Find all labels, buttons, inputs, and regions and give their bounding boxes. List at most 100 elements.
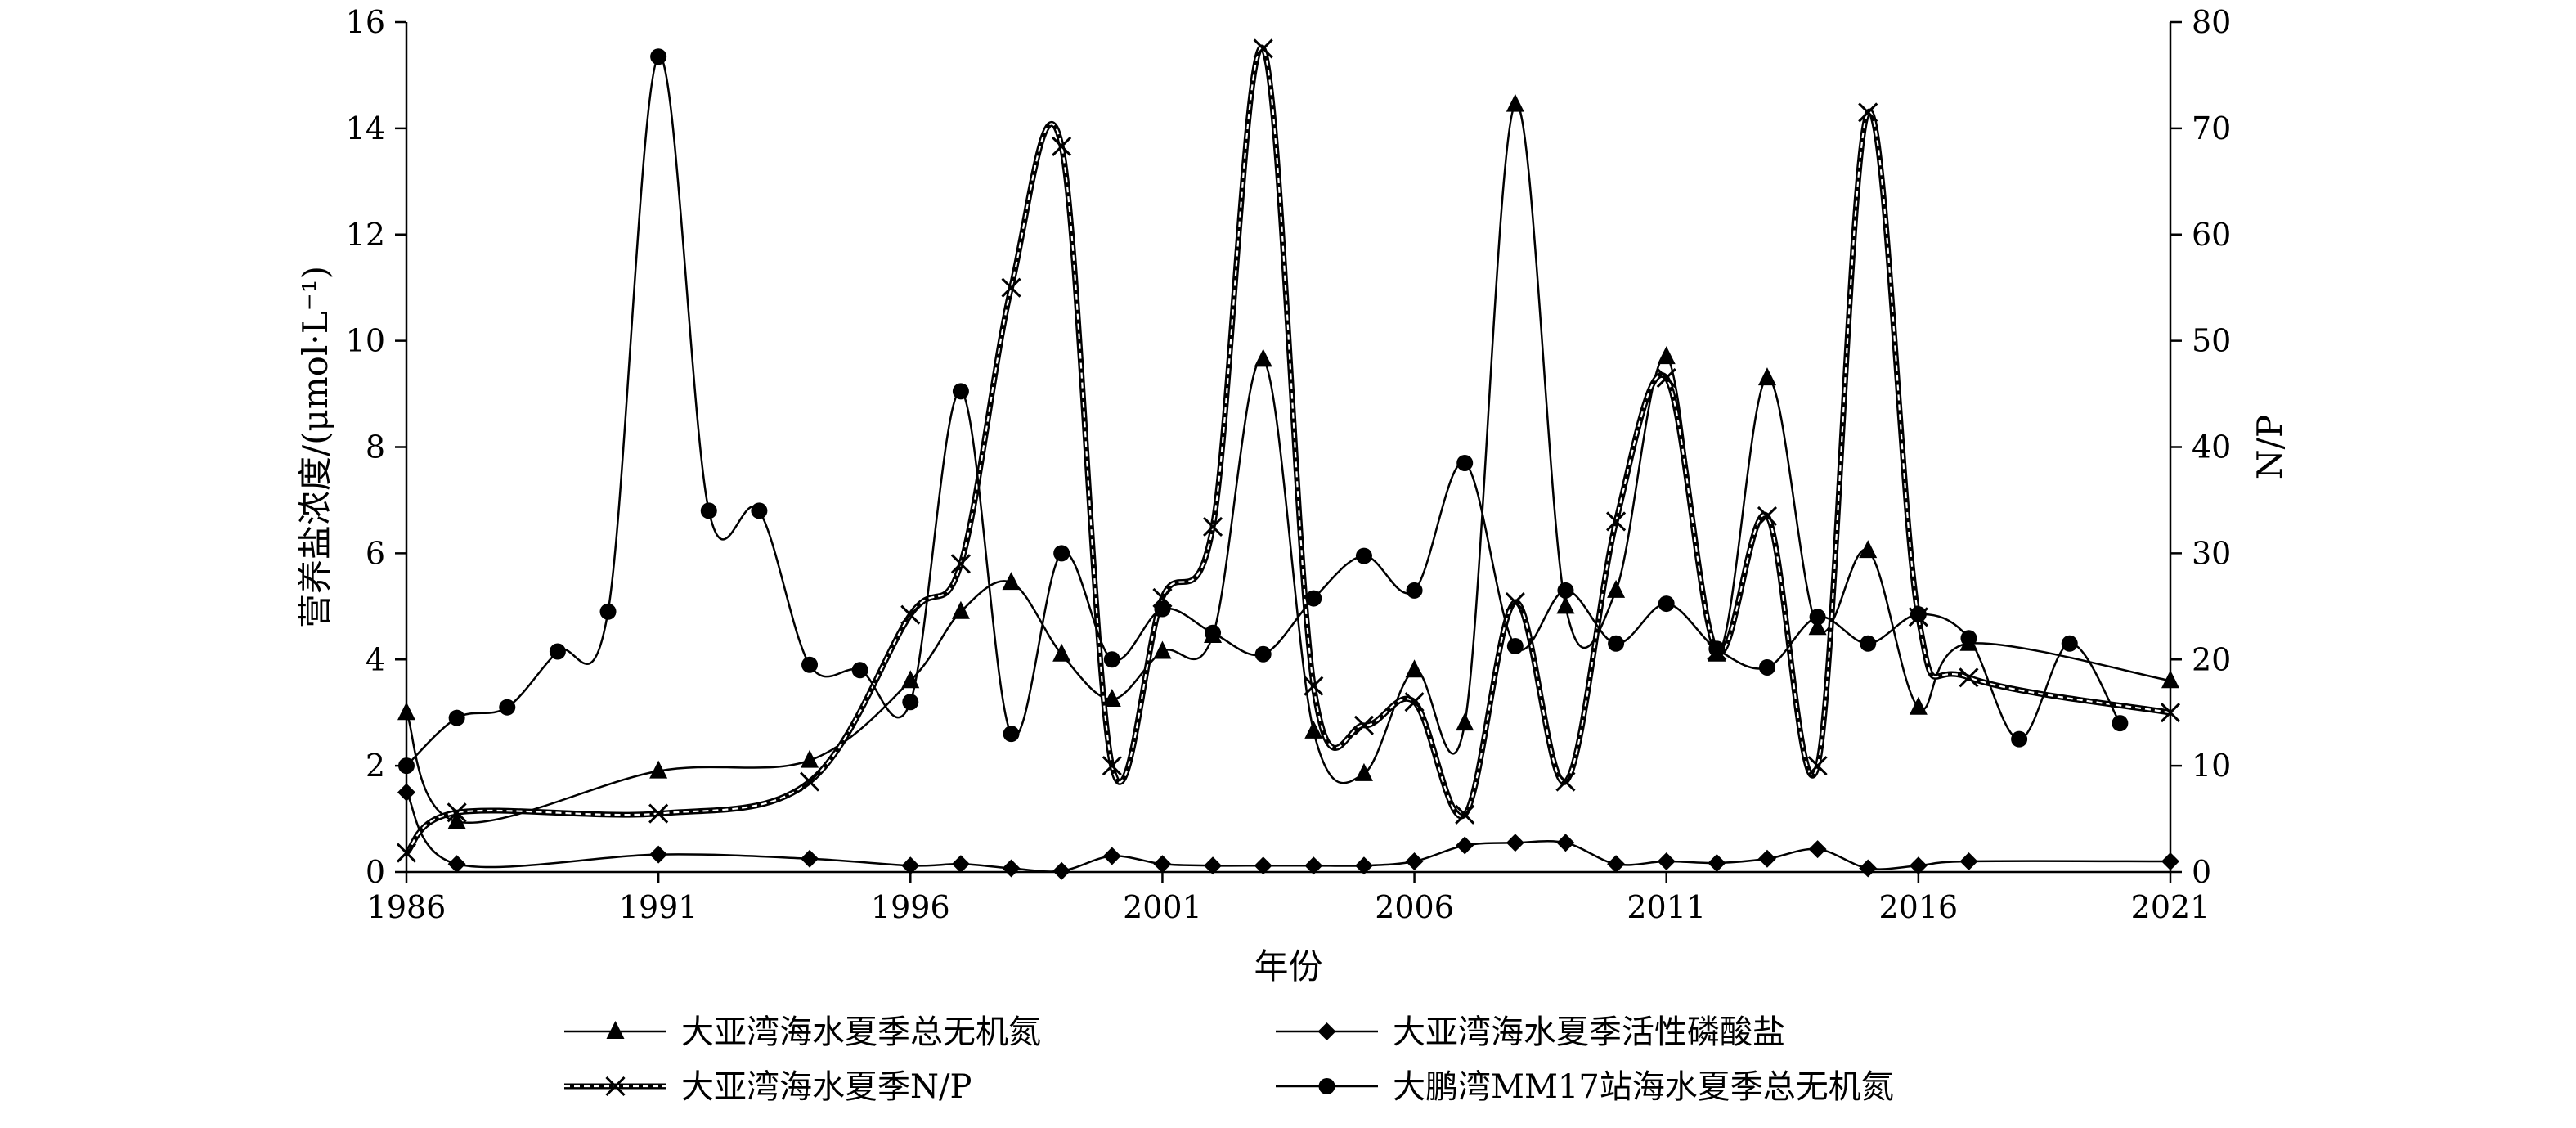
series-2-point <box>2161 852 2179 871</box>
series-4-point <box>1053 545 1070 562</box>
series-3-point <box>648 803 669 824</box>
x-marker-stroke <box>1959 667 1979 688</box>
y-left-tick-label: 12 <box>346 217 385 253</box>
x-marker-stroke <box>1807 756 1828 776</box>
series-1-point <box>1354 762 1373 781</box>
series-3-point <box>1757 506 1778 526</box>
x-marker-stroke <box>1656 368 1676 389</box>
series-2-point <box>1405 852 1424 871</box>
series-4-point <box>1758 658 1775 676</box>
series-3-point <box>1555 771 1576 792</box>
x-tick-label: 1986 <box>367 889 447 925</box>
x-marker-stroke <box>799 771 820 792</box>
series-4-point <box>1254 645 1272 663</box>
series-4-point <box>902 694 919 711</box>
series-2-point <box>1153 855 1172 874</box>
y-left-tick-label: 16 <box>346 4 385 40</box>
x-marker-stroke <box>950 554 971 574</box>
series-3-point <box>1353 715 1375 735</box>
x-tick-label: 1996 <box>871 889 950 925</box>
series-layer <box>396 38 2181 880</box>
y-right-tick-label: 60 <box>2192 217 2231 253</box>
x-axis-title: 年份 <box>1254 946 1322 986</box>
series-2-point <box>1556 834 1575 852</box>
x-marker-stroke <box>1001 277 1021 298</box>
y-axis-right-title: N/P <box>2250 415 2290 479</box>
series-1-point <box>1607 579 1626 598</box>
x-marker-stroke <box>1052 136 1072 157</box>
x-marker-stroke <box>900 604 921 625</box>
x-marker-stroke <box>2160 703 2181 723</box>
x-marker-stroke <box>1858 102 1878 123</box>
legend-item-2: 大亚湾海水夏季活性磷酸盐 <box>1276 1013 1785 1051</box>
series-3-point <box>1807 756 1828 776</box>
legend-marker <box>606 1021 625 1039</box>
series-4-point <box>398 757 415 775</box>
series-3-point <box>1202 516 1223 537</box>
series-4-point <box>1355 547 1372 564</box>
series-2-point <box>1304 856 1323 875</box>
series-3-point <box>447 802 467 823</box>
y-right-tick-label: 50 <box>2192 323 2231 359</box>
legend-marker <box>605 1076 626 1097</box>
x-tick-label: 2006 <box>1375 889 1454 925</box>
series-2-point <box>1506 834 1524 852</box>
series-3-line-inner <box>406 46 2171 854</box>
series-2-point <box>1708 853 1726 872</box>
x-marker-stroke <box>1404 692 1425 712</box>
series-1-point <box>1808 617 1827 636</box>
series-3-point <box>1304 676 1324 696</box>
series-4-point <box>499 699 516 716</box>
series-1-point <box>1153 640 1172 659</box>
x-marker-stroke <box>1455 804 1475 825</box>
series-2-point <box>1808 840 1827 859</box>
series-4-point <box>700 502 717 519</box>
series-3-point <box>2160 703 2181 723</box>
legend-label: 大鹏湾MM17站海水夏季总无机氮 <box>1393 1068 1894 1106</box>
y-left-tick-label: 6 <box>366 535 385 571</box>
series-2-point <box>1254 856 1272 875</box>
series-4-point <box>751 502 768 519</box>
y-right-tick-label: 10 <box>2192 748 2231 784</box>
series-3-point <box>799 771 820 792</box>
x-tick-label: 2001 <box>1123 889 1202 925</box>
series-3-point <box>1656 368 1676 389</box>
series-4-point <box>1809 609 1826 626</box>
series-1-point <box>1757 367 1776 386</box>
series-2-point <box>1909 856 1928 875</box>
series-2-point <box>1959 852 1978 871</box>
x-tick-label: 2016 <box>1878 889 1958 925</box>
x-marker-stroke <box>1555 771 1576 792</box>
series-2-point <box>1354 856 1373 875</box>
series-1-point <box>649 760 668 779</box>
series-4-group <box>398 48 2129 775</box>
series-4-point <box>851 662 868 679</box>
series-4-point <box>1910 606 1927 623</box>
legend-item-1: 大亚湾海水夏季总无机氮 <box>564 1013 1041 1051</box>
series-3-line-outer <box>404 44 2171 856</box>
series-1-point <box>1556 595 1575 614</box>
series-4-point <box>1658 595 1675 613</box>
series-3-point <box>1858 102 1878 123</box>
legend-label: 大亚湾海水夏季活性磷酸盐 <box>1393 1013 1785 1051</box>
series-4-point <box>599 603 617 620</box>
series-4-point <box>1205 624 1222 641</box>
series-4-point <box>1103 651 1120 668</box>
x-marker-stroke <box>1102 756 1122 776</box>
series-3-point <box>900 604 921 625</box>
series-1-point <box>1909 696 1928 715</box>
x-marker-stroke <box>605 1076 626 1097</box>
series-4-point <box>448 709 465 726</box>
series-1-point <box>1002 572 1021 591</box>
series-4-point <box>650 48 667 65</box>
series-4-point <box>1406 582 1423 599</box>
series-2-point <box>1204 856 1223 875</box>
y-left-tick-label: 10 <box>346 323 385 359</box>
y-right-tick-label: 0 <box>2192 854 2211 890</box>
series-2-point <box>1002 859 1021 878</box>
legend-label: 大亚湾海水夏季总无机氮 <box>681 1013 1041 1051</box>
series-4-point <box>549 643 566 660</box>
x-marker-stroke <box>1253 38 1273 59</box>
